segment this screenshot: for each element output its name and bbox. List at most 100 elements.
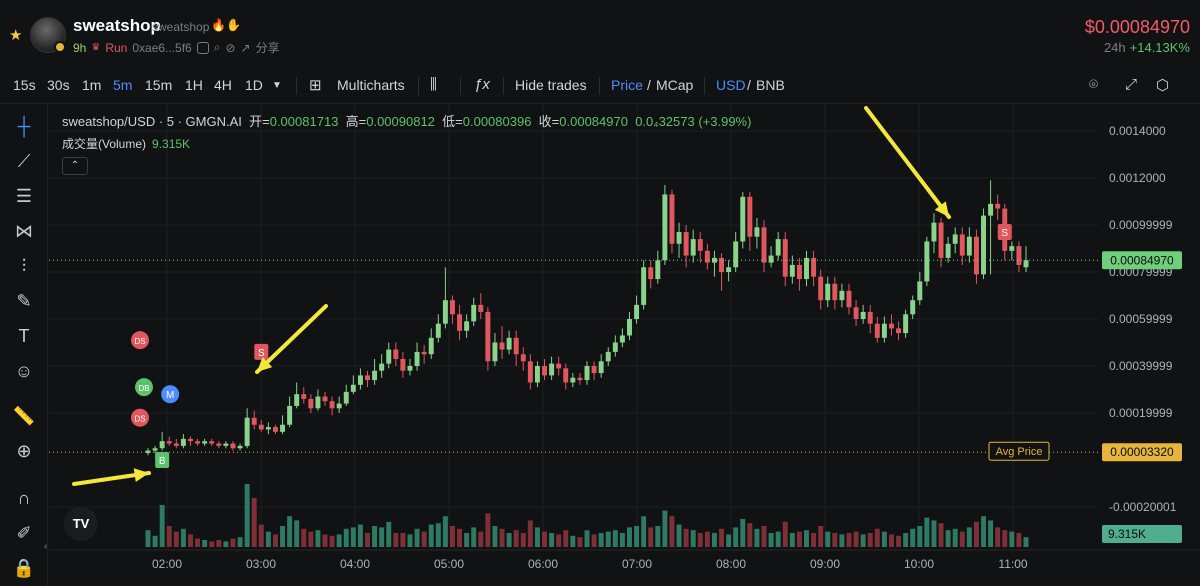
toolbar-divider xyxy=(599,77,600,95)
interval-15s[interactable]: 15s xyxy=(13,77,36,93)
star-icon[interactable]: ★ xyxy=(9,27,23,44)
candle-body xyxy=(251,417,257,425)
volume-bar xyxy=(145,530,151,547)
text-icon[interactable]: T xyxy=(18,326,30,346)
settings-icon[interactable]: ⬡ xyxy=(1156,77,1170,94)
candle-body xyxy=(768,255,774,263)
volume-bar xyxy=(421,531,427,547)
crosshair-icon[interactable]: ┼ xyxy=(17,116,31,136)
ruler-icon[interactable]: 📏 xyxy=(12,406,36,426)
candle-body xyxy=(733,241,739,268)
pencil-lock-icon[interactable]: ✐ xyxy=(16,523,32,543)
collapse-legend-button[interactable]: ⌃ xyxy=(62,157,88,175)
tradingview-logo[interactable]: TV xyxy=(64,507,98,541)
volume-value: 9.315K xyxy=(152,137,191,151)
volume-bar xyxy=(1009,531,1015,547)
volume-bar xyxy=(563,530,569,547)
candle-body xyxy=(442,300,448,324)
volume-bar xyxy=(917,526,923,547)
volume-bar xyxy=(775,531,781,547)
interval-1m[interactable]: 1m xyxy=(82,77,102,93)
contract-address[interactable]: 0xae6...5f6 xyxy=(132,40,192,55)
ohlc-legend: sweatshop/USD · 5 · GMGN.AI 开=0.00081713… xyxy=(62,111,751,130)
volume-badge-label: 9.315K xyxy=(1108,527,1146,541)
trade-marker-label: DB xyxy=(138,384,149,393)
volume-bar xyxy=(1002,530,1008,547)
interval-4h[interactable]: 4H xyxy=(214,77,232,93)
share-label[interactable]: 分享 xyxy=(255,41,280,55)
chart-area[interactable]: 0.0014000 0.0012000 0.00099999 0.00079999 0.… xyxy=(49,104,1200,586)
run-icon: ♛ xyxy=(91,42,101,53)
candle-body xyxy=(584,366,590,381)
volume-bar xyxy=(301,528,307,547)
volume-bar xyxy=(556,534,562,547)
interval-15m[interactable]: 15m xyxy=(145,77,173,93)
camera-icon[interactable]: ⌾ xyxy=(1089,76,1099,93)
indicators-icon[interactable]: ƒx xyxy=(474,76,490,93)
volume-bar xyxy=(683,528,689,547)
candle-body xyxy=(336,403,342,409)
candle-body xyxy=(634,304,640,319)
volume-bar xyxy=(839,534,845,547)
candle-body xyxy=(272,427,278,432)
candle-body xyxy=(811,257,817,277)
volume-bar xyxy=(952,528,958,547)
price-toggle[interactable]: Price xyxy=(611,77,643,93)
link-icon[interactable]: ⊘ xyxy=(225,40,236,55)
price-chart[interactable]: 0.00140000.00120000.000999990.000799990.… xyxy=(49,104,1200,586)
volume-bar xyxy=(202,540,208,547)
share-icon[interactable]: ↗ xyxy=(240,40,251,55)
lock-icon[interactable]: 🔒 xyxy=(12,558,36,578)
candle-body xyxy=(796,264,802,280)
volume-bar xyxy=(853,531,859,547)
volume-bar xyxy=(272,534,278,547)
y-tick-label: 0.00099999 xyxy=(1109,218,1173,232)
volume-bar xyxy=(634,526,640,547)
emoji-icon[interactable]: ☺ xyxy=(14,361,34,381)
volume-bar xyxy=(280,526,286,547)
candle-body xyxy=(365,375,370,381)
interval-1d[interactable]: 1D xyxy=(245,77,263,93)
candle-body xyxy=(421,351,427,355)
trade-marker-label: DS xyxy=(134,337,145,346)
volume-bar xyxy=(393,533,399,547)
volume-bar xyxy=(435,523,441,547)
mcap-toggle[interactable]: MCap xyxy=(656,77,694,93)
multicharts-button[interactable]: Multicharts xyxy=(337,77,405,93)
zoom-icon[interactable]: ⊕ xyxy=(16,441,32,461)
interval-30s[interactable]: 30s xyxy=(47,77,70,93)
fullscreen-icon[interactable]: ⤢ xyxy=(1125,76,1138,93)
candle-body xyxy=(704,250,710,263)
horizontal-lines-icon[interactable]: ☰ xyxy=(15,186,33,206)
symbol-label[interactable]: sweatshop/USD · 5 · GMGN.AI xyxy=(62,114,242,129)
low-label: 低= xyxy=(442,114,463,129)
pattern-icon[interactable]: ⋈ xyxy=(15,221,33,241)
x-tick-label: 05:00 xyxy=(434,557,464,571)
volume-bar xyxy=(379,527,385,547)
interval-1h[interactable]: 1H xyxy=(185,77,203,93)
volume-bar xyxy=(789,533,795,547)
interval-5m[interactable]: 5m xyxy=(113,77,133,93)
volume-bar xyxy=(726,534,732,547)
x-tick-label: 10:00 xyxy=(904,557,934,571)
trendline-icon[interactable]: ⟋ xyxy=(17,151,31,171)
magnet-icon[interactable]: ∩ xyxy=(17,488,31,508)
candles-icon[interactable]: ⫼ xyxy=(430,76,437,93)
measure-lines-icon[interactable]: ⫶ xyxy=(21,256,27,276)
collapse-arrow-icon[interactable]: ‹ xyxy=(44,541,48,552)
copy-icon[interactable] xyxy=(196,41,209,54)
add-chart-icon[interactable]: ⊞ xyxy=(309,77,322,94)
brush-icon[interactable]: ✎ xyxy=(16,291,32,311)
search-icon[interactable]: ⌕ xyxy=(213,40,221,54)
volume-bar xyxy=(287,516,293,547)
candle-body xyxy=(938,222,944,258)
token-handle: sweatshop xyxy=(152,20,210,34)
hide-trades-button[interactable]: Hide trades xyxy=(515,77,587,93)
usd-toggle[interactable]: USD xyxy=(716,77,746,93)
chevron-down-icon[interactable]: ▼ xyxy=(272,80,282,91)
trade-marker-label: M xyxy=(166,390,174,401)
bnb-toggle[interactable]: BNB xyxy=(756,77,785,93)
volume-bar xyxy=(938,523,944,547)
volume-bar xyxy=(549,533,555,547)
candle-body xyxy=(874,323,880,338)
